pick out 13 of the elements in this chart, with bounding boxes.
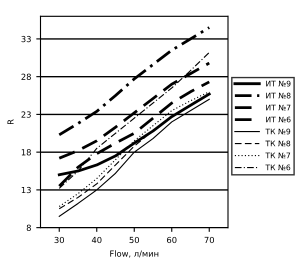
y-axis-title: R [8, 119, 14, 124]
y-tick-label: 23 [21, 111, 31, 118]
y-tick-label: 18 [22, 149, 31, 156]
x-tick-label: 40 [92, 236, 102, 244]
y-tick-label: 28 [21, 74, 31, 80]
x-tick-label: 30 [54, 236, 64, 244]
x-tick-label: 60 [167, 236, 176, 244]
y-tick-label: 33 [22, 36, 31, 42]
x-tick-label: 50 [130, 236, 139, 244]
y-tick-label: 13 [22, 186, 31, 194]
y-tick-label: 8 [26, 224, 31, 231]
x-tick-label: 70 [204, 236, 214, 244]
x-axis-title: Flow, л/мин [110, 250, 158, 258]
